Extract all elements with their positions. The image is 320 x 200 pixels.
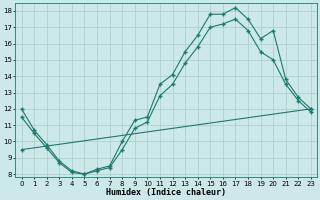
X-axis label: Humidex (Indice chaleur): Humidex (Indice chaleur) bbox=[106, 188, 226, 197]
